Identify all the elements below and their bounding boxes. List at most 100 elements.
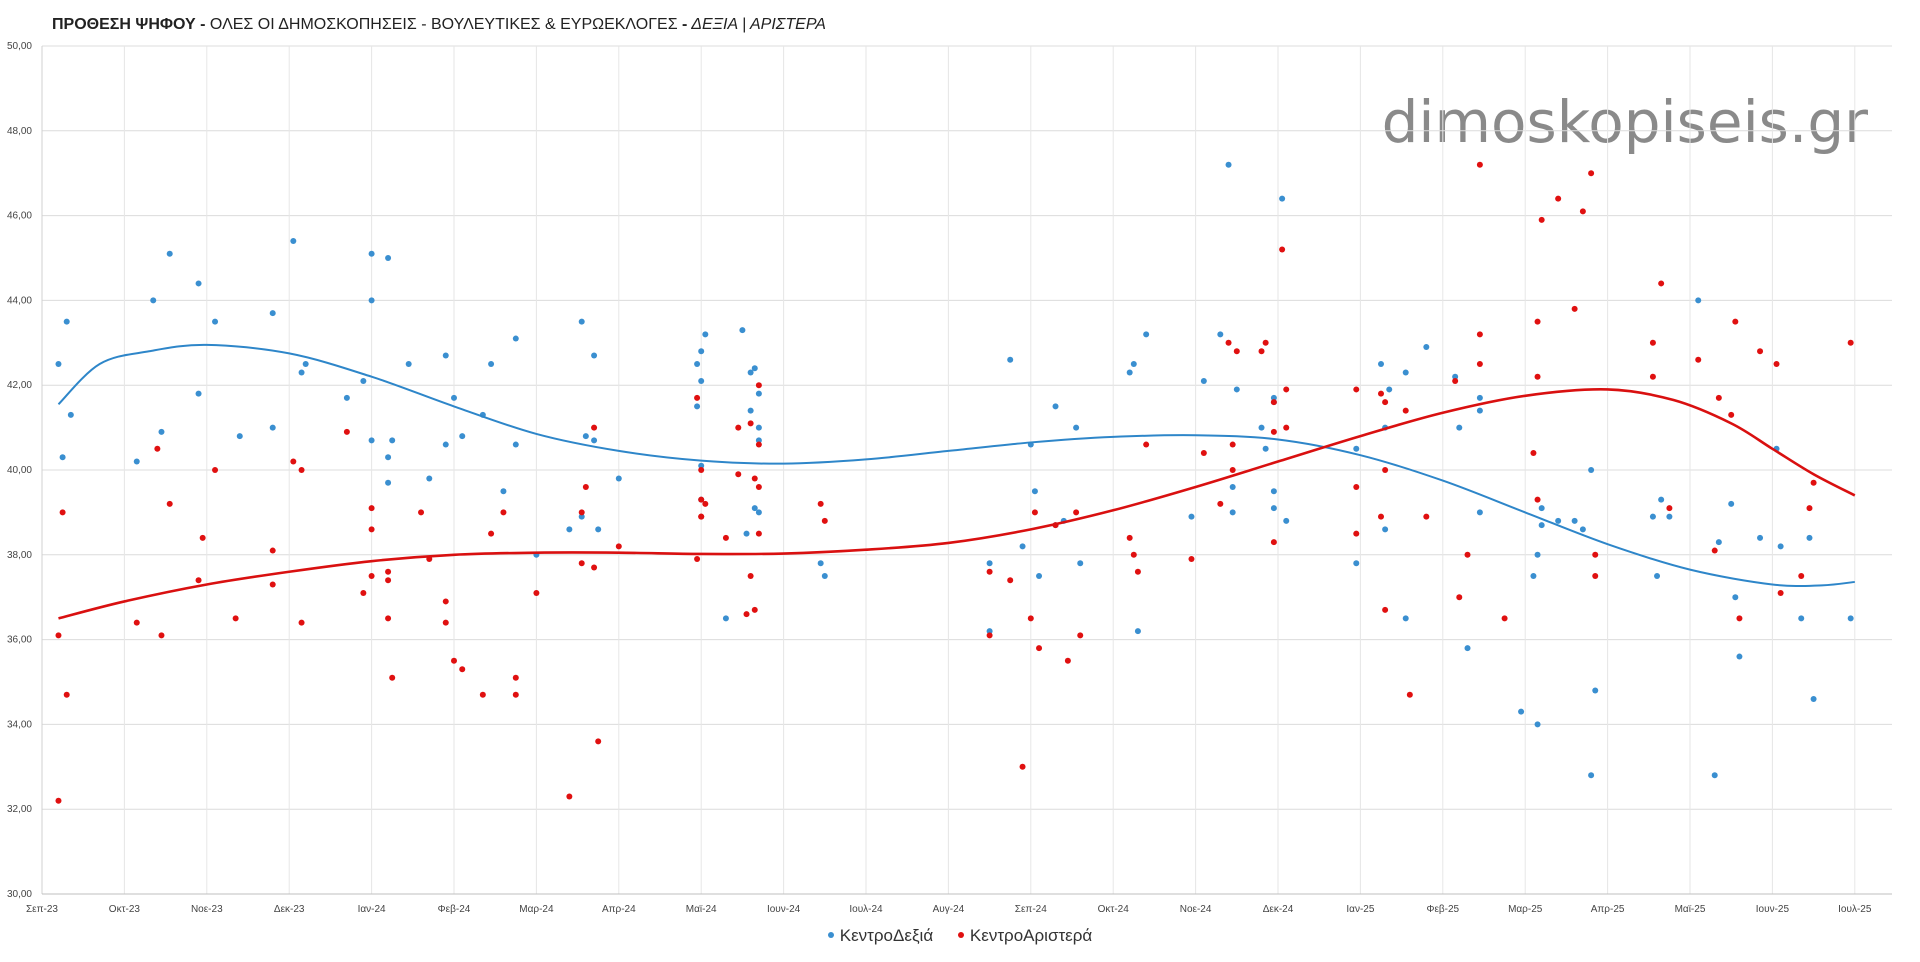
point-kentroaristera bbox=[1130, 551, 1137, 558]
point-kentrodexia bbox=[702, 331, 709, 338]
point-kentroaristera bbox=[698, 513, 705, 520]
point-kentrodexia bbox=[821, 573, 828, 579]
point-kentrodexia bbox=[755, 390, 762, 397]
point-kentrodexia bbox=[368, 297, 375, 304]
x-tick-label: Ιουλ-24 bbox=[849, 904, 883, 915]
point-kentroaristera bbox=[1658, 280, 1665, 287]
point-kentroaristera bbox=[298, 467, 305, 473]
point-kentroaristera bbox=[1036, 645, 1043, 652]
point-kentrodexia bbox=[385, 479, 392, 486]
point-kentroaristera bbox=[1258, 348, 1265, 355]
point-kentroaristera bbox=[1233, 348, 1240, 355]
point-kentroaristera bbox=[479, 691, 486, 698]
x-tick-label: Ιουλ-25 bbox=[1838, 904, 1872, 915]
x-tick-label: Φεβ-24 bbox=[438, 904, 471, 915]
point-kentrodexia bbox=[1229, 483, 1236, 490]
point-kentroaristera bbox=[1406, 691, 1413, 698]
point-kentroaristera bbox=[1538, 216, 1545, 223]
point-kentrodexia bbox=[1270, 505, 1277, 512]
point-kentroaristera bbox=[1031, 509, 1038, 516]
point-kentrodexia bbox=[269, 310, 276, 317]
x-tick-label: Ιαν-25 bbox=[1346, 904, 1374, 915]
trendlines bbox=[57, 343, 1856, 620]
point-kentrodexia bbox=[195, 390, 202, 397]
point-kentrodexia bbox=[739, 327, 746, 334]
point-kentrodexia bbox=[1715, 539, 1722, 546]
point-kentrodexia bbox=[755, 437, 762, 444]
x-tick-label: Φεβ-25 bbox=[1426, 904, 1459, 915]
point-kentroaristera bbox=[1534, 496, 1541, 503]
point-kentrodexia bbox=[986, 628, 993, 635]
point-kentroaristera bbox=[1229, 441, 1236, 448]
point-kentroaristera bbox=[500, 509, 507, 516]
point-kentroaristera bbox=[385, 568, 392, 575]
point-kentroaristera bbox=[1476, 361, 1483, 367]
point-kentroaristera bbox=[1592, 551, 1599, 558]
point-kentroaristera bbox=[1382, 467, 1389, 473]
point-kentrodexia bbox=[1847, 615, 1854, 622]
point-kentrodexia bbox=[55, 361, 62, 367]
point-kentrodexia bbox=[269, 424, 276, 431]
point-kentroaristera bbox=[1073, 509, 1080, 516]
point-kentroaristera bbox=[755, 530, 762, 537]
point-kentroaristera bbox=[59, 509, 66, 516]
point-kentroaristera bbox=[488, 530, 495, 537]
trendline-kentrodexia bbox=[57, 343, 1855, 588]
point-kentrodexia bbox=[1538, 522, 1545, 529]
point-kentrodexia bbox=[1143, 331, 1150, 338]
point-kentrodexia bbox=[698, 462, 705, 469]
legend-marker-kentrodexia bbox=[827, 931, 834, 938]
point-kentroaristera bbox=[1188, 556, 1195, 563]
legend-item-kentroaristera[interactable]: ΚεντροΑριστερά bbox=[957, 926, 1092, 946]
point-kentroaristera bbox=[582, 483, 589, 490]
point-kentrodexia bbox=[747, 407, 754, 414]
point-kentrodexia bbox=[1777, 543, 1784, 550]
point-kentroaristera bbox=[232, 615, 239, 622]
point-kentrodexia bbox=[1258, 424, 1265, 431]
point-kentrodexia bbox=[290, 238, 297, 245]
x-tick-label: Οκτ-24 bbox=[1098, 904, 1130, 915]
y-tick-label: 46,00 bbox=[7, 211, 32, 222]
point-kentrodexia bbox=[1270, 488, 1277, 495]
point-kentrodexia bbox=[1188, 513, 1195, 520]
point-kentroaristera bbox=[360, 589, 367, 596]
point-kentroaristera bbox=[385, 577, 392, 584]
point-kentroaristera bbox=[1773, 361, 1780, 367]
point-kentroaristera bbox=[578, 560, 585, 567]
point-kentrodexia bbox=[755, 509, 762, 516]
point-kentroaristera bbox=[1378, 513, 1384, 520]
point-kentrodexia bbox=[1476, 407, 1483, 414]
point-kentroaristera bbox=[1534, 318, 1541, 325]
point-kentrodexia bbox=[1262, 445, 1269, 452]
point-kentrodexia bbox=[694, 403, 701, 410]
point-kentroaristera bbox=[1423, 513, 1430, 520]
point-kentrodexia bbox=[500, 488, 507, 495]
point-kentroaristera bbox=[751, 606, 758, 613]
point-kentrodexia bbox=[343, 394, 350, 401]
point-kentroaristera bbox=[1283, 424, 1290, 431]
y-tick-label: 36,00 bbox=[7, 635, 32, 646]
legend-item-kentrodexia[interactable]: ΚεντροΔεξιά bbox=[827, 926, 933, 946]
point-kentrodexia bbox=[236, 433, 243, 440]
point-kentroaristera bbox=[1382, 399, 1389, 406]
point-kentrodexia bbox=[1036, 573, 1043, 579]
point-kentrodexia bbox=[442, 352, 449, 359]
point-kentrodexia bbox=[1217, 331, 1224, 338]
point-kentrodexia bbox=[426, 475, 433, 482]
point-kentroaristera bbox=[1452, 377, 1459, 384]
point-kentrodexia bbox=[1073, 424, 1080, 431]
x-tick-label: Δεκ-24 bbox=[1263, 904, 1294, 915]
point-kentroaristera bbox=[591, 564, 598, 571]
point-kentrodexia bbox=[1279, 195, 1286, 202]
point-kentroaristera bbox=[1810, 479, 1817, 486]
point-kentrodexia bbox=[595, 526, 602, 533]
point-kentroaristera bbox=[702, 500, 709, 507]
point-kentroaristera bbox=[1847, 339, 1854, 346]
y-tick-label: 42,00 bbox=[7, 380, 32, 391]
point-kentrodexia bbox=[488, 361, 495, 367]
point-kentroaristera bbox=[735, 471, 742, 478]
y-tick-label: 34,00 bbox=[7, 719, 32, 730]
point-kentroaristera bbox=[747, 420, 754, 427]
point-kentrodexia bbox=[1233, 386, 1240, 393]
point-kentrodexia bbox=[578, 318, 585, 325]
